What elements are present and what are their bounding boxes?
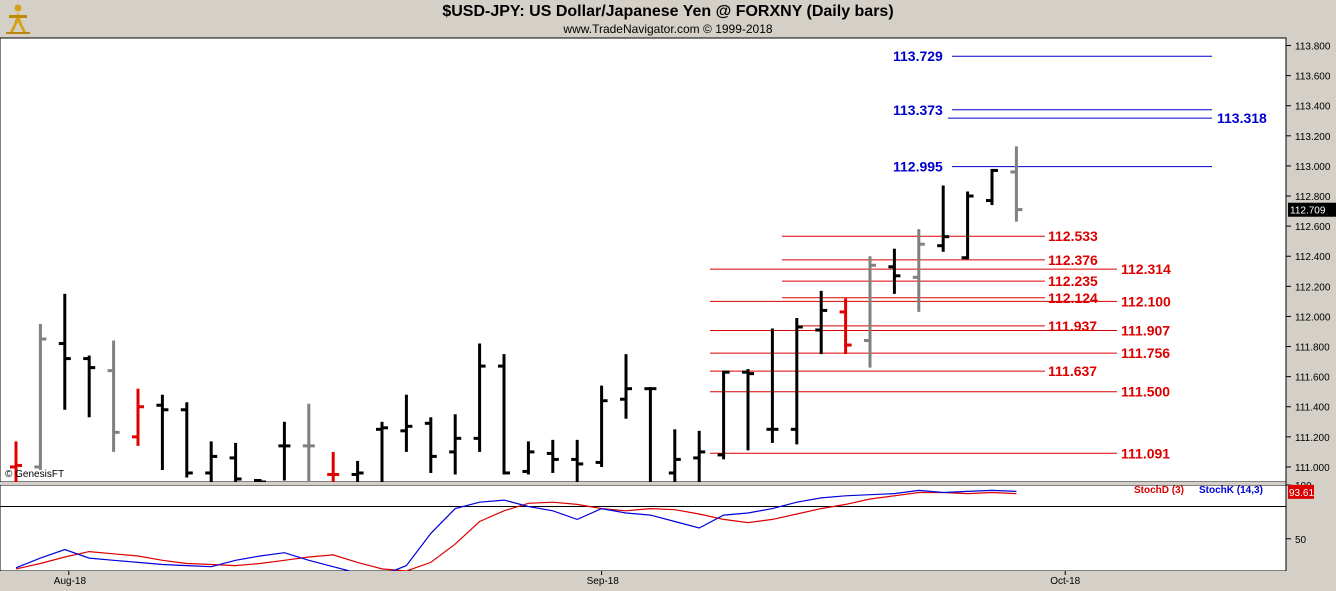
- ohlc-bar: [546, 439, 559, 473]
- price-tick-label: 112.200: [1295, 282, 1331, 293]
- panel-divider: [0, 482, 1336, 485]
- ohlc-bar: [83, 355, 96, 418]
- y-axis-band: [1286, 38, 1336, 571]
- ohlc-bar: [278, 421, 291, 481]
- ohlc-bar: [571, 439, 584, 482]
- ohlc-bar: [132, 388, 144, 446]
- price-tick-label: 111.000: [1295, 463, 1330, 474]
- stoch-d-line: [15, 491, 1017, 571]
- price-tick-label: 113.800: [1295, 42, 1331, 53]
- ohlc-bar: [229, 442, 242, 482]
- ohlc-bar: [888, 248, 901, 294]
- price-tick-label: 111.800: [1295, 343, 1330, 354]
- x-axis-band: [0, 571, 1336, 591]
- ohlc-bar: [107, 340, 120, 452]
- ohlc-bar: [302, 403, 315, 482]
- last-price-box: [1288, 202, 1336, 217]
- level-label: 111.637: [1048, 363, 1097, 379]
- ohlc-bar: [205, 441, 218, 482]
- last-price-label: 112.709: [1290, 206, 1326, 217]
- ohlc-bar: [864, 256, 876, 368]
- ohlc-bar: [58, 293, 71, 410]
- ohlc-bar: [790, 317, 803, 445]
- stoch-lines: [15, 489, 1017, 571]
- x-tick-label: Oct-18: [1050, 576, 1080, 587]
- price-tick-label: 113.000: [1295, 162, 1331, 173]
- ohlc-bar: [351, 460, 364, 482]
- level-label: 113.729: [893, 48, 943, 64]
- price-tick-label: 113.200: [1295, 132, 1331, 143]
- level-label: 111.907: [1121, 322, 1170, 338]
- ohlc-bar: [644, 387, 657, 482]
- price-tick-label: 112.400: [1295, 252, 1331, 263]
- stoch-last-box: [1288, 484, 1314, 499]
- stoch-last-label: 93.61: [1289, 488, 1314, 499]
- level-label: 111.937: [1048, 318, 1097, 334]
- level-label: 111.091: [1121, 445, 1170, 461]
- ohlc-bar: [327, 451, 340, 482]
- ohlc-bar: [717, 370, 730, 460]
- price-tick-label: 111.200: [1295, 433, 1330, 444]
- level-label: 111.500: [1121, 384, 1170, 400]
- ohlc-bar: [912, 229, 925, 312]
- ohlc-bar: [1010, 146, 1023, 222]
- ohlc-bar: [839, 298, 852, 355]
- stoch-panel: [0, 484, 1287, 572]
- stoch-tick-label: 50: [1295, 535, 1307, 546]
- price-tick-label: 112.600: [1295, 222, 1331, 233]
- level-label: 112.533: [1048, 228, 1098, 244]
- ohlc-bar: [180, 402, 193, 478]
- ohlc-bar: [693, 430, 706, 482]
- price-tick-label: 112.800: [1295, 192, 1331, 203]
- ohlc-bar: [254, 478, 266, 482]
- ohlc-bar: [766, 328, 779, 443]
- ohlc-bar: [522, 441, 535, 475]
- watermark: © GenesisFT: [5, 469, 64, 480]
- price-tick-label: 113.400: [1295, 102, 1331, 113]
- ohlc-bar: [10, 441, 22, 482]
- level-label: 112.235: [1048, 273, 1098, 289]
- level-label: 113.318: [1217, 110, 1267, 126]
- ohlc-bar: [400, 394, 413, 452]
- level-label: 112.376: [1048, 252, 1098, 268]
- price-tick-label: 112.000: [1295, 312, 1331, 323]
- ohlc-bar: [424, 417, 437, 473]
- ohlc-bar: [449, 414, 462, 475]
- level-label: 112.314: [1121, 261, 1171, 277]
- level-label: 113.373: [893, 102, 943, 118]
- ohlc-bar: [473, 343, 486, 452]
- ohlc-bar: [961, 191, 974, 260]
- level-label: 112.124: [1048, 290, 1098, 306]
- ohlc-bar: [668, 429, 681, 482]
- price-panel: [0, 37, 1287, 483]
- ohlc-bar: [620, 354, 632, 419]
- x-tick-label: Aug-18: [54, 576, 87, 587]
- price-tick-label: 111.600: [1295, 373, 1330, 384]
- gold-figure-logo-icon[interactable]: [3, 2, 33, 34]
- ohlc-bar: [34, 323, 47, 470]
- stoch-d-legend: StochD (3): [1134, 485, 1184, 496]
- level-label: 111.756: [1121, 345, 1170, 361]
- price-tick-label: 111.400: [1295, 403, 1330, 414]
- ohlc-bar: [498, 354, 510, 475]
- level-label: 112.995: [893, 159, 943, 175]
- ohlc-bar: [595, 385, 608, 467]
- ohlc-bar: [937, 185, 950, 252]
- x-tick-label: Sep-18: [587, 576, 620, 587]
- ohlc-bar: [742, 369, 754, 451]
- ohlc-bar: [815, 290, 828, 355]
- ohlc-bar: [986, 168, 998, 206]
- ohlc-bars: [10, 146, 1023, 482]
- chart-header: $USD-JPY: US Dollar/Japanese Yen @ FORXN…: [0, 0, 1336, 38]
- stoch-k-line: [15, 489, 1017, 571]
- chart-title: $USD-JPY: US Dollar/Japanese Yen @ FORXN…: [442, 3, 894, 20]
- price-tick-label: 113.600: [1295, 72, 1331, 83]
- level-label: 112.100: [1121, 293, 1171, 309]
- ohlc-bar: [376, 421, 388, 482]
- ohlc-bar: [156, 394, 169, 470]
- stoch-k-legend: StochK (14,3): [1199, 485, 1263, 496]
- chart-subtitle: www.TradeNavigator.com © 1999-2018: [563, 22, 773, 36]
